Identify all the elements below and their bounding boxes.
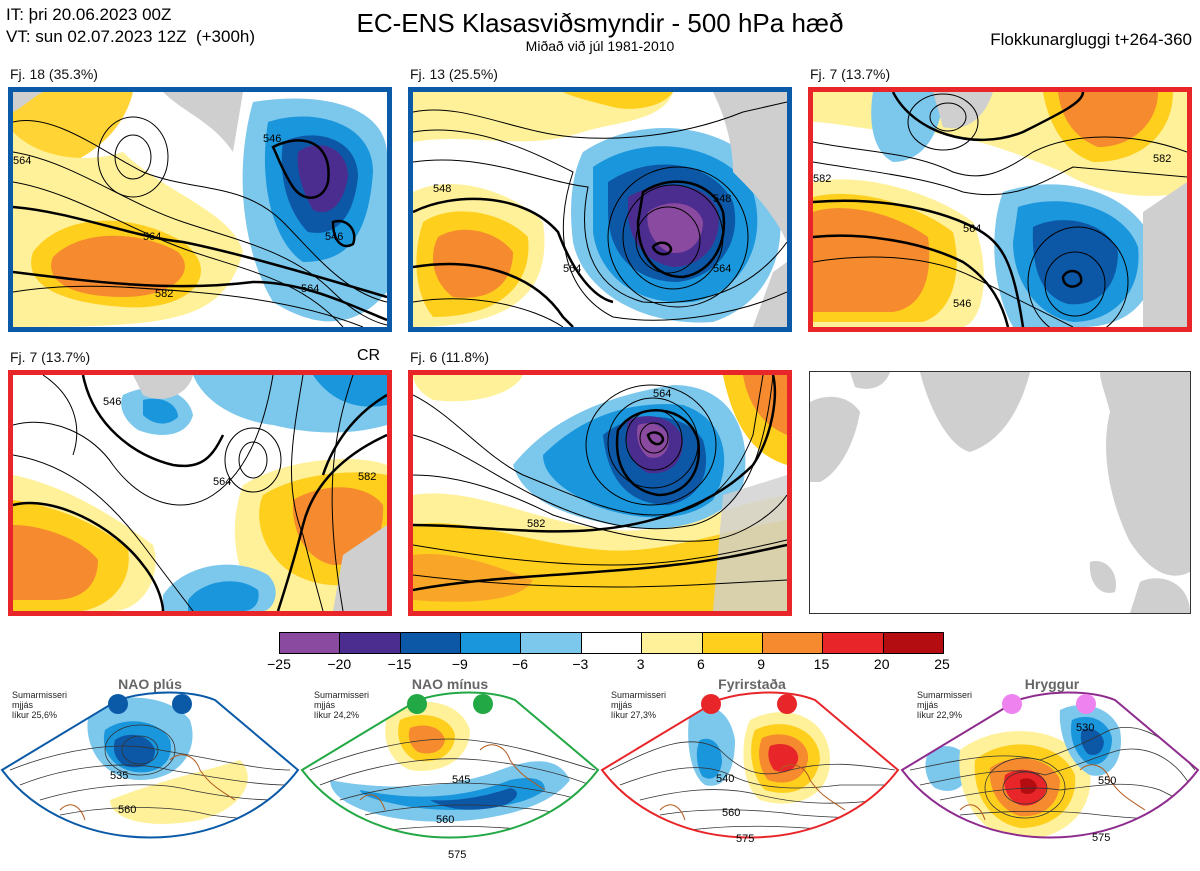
regime-title: NAO mínus bbox=[411, 676, 489, 692]
cluster-panel-3: 582 564 546 582 bbox=[808, 87, 1192, 332]
regime-contour-label: 550 bbox=[1098, 775, 1116, 787]
colorbar-tick-label: −25 bbox=[267, 656, 291, 672]
contour-label: 582 bbox=[813, 173, 831, 185]
contour-label: 582 bbox=[358, 471, 376, 483]
contour-label: 546 bbox=[953, 298, 971, 310]
contour-label: 564 bbox=[653, 388, 671, 400]
colorbar-tick-label: −6 bbox=[512, 656, 529, 672]
colorbar-tick-label: 15 bbox=[813, 656, 830, 672]
regime-contour-label: 540 bbox=[716, 773, 734, 785]
contour-label: 582 bbox=[527, 518, 545, 530]
colorbar-tick-label: −3 bbox=[572, 656, 589, 672]
colorbar-swatch bbox=[641, 633, 702, 653]
colorbar-tick-label: 9 bbox=[757, 656, 766, 672]
colorbar-swatch bbox=[520, 633, 581, 653]
colorbar-tick-label: −20 bbox=[327, 656, 352, 672]
colorbar-tick-label: −15 bbox=[387, 656, 412, 672]
contour-label: 564 bbox=[13, 155, 31, 167]
colorbar-swatch bbox=[822, 633, 883, 653]
cluster-map-5: 564 582 bbox=[413, 375, 787, 611]
regime-title: Fyrirstaða bbox=[718, 676, 786, 692]
contour-label: 582 bbox=[1153, 153, 1171, 165]
colorbar-tick-label: 20 bbox=[873, 656, 890, 672]
contour-label: 564 bbox=[213, 476, 231, 488]
panel-label: Fj. 13 (25.5%) bbox=[410, 66, 498, 82]
contour-label: 582 bbox=[155, 288, 173, 300]
colorbar-swatch bbox=[399, 633, 461, 653]
regime-title: NAO plús bbox=[118, 676, 182, 692]
colorbar-tick-label: 6 bbox=[697, 656, 705, 672]
colorbar-swatch bbox=[339, 633, 400, 653]
colorbar-tick-label: 25 bbox=[934, 656, 950, 672]
regime-info: Sumarmisseri mjjás líkur 24,2% bbox=[314, 690, 370, 720]
cluster-map-1: 564 546 546 564 582 564 bbox=[13, 92, 387, 327]
cluster-map-3: 582 564 546 582 bbox=[813, 92, 1187, 327]
regime-contour-label: 560 bbox=[118, 804, 136, 816]
panel-cr-tag: CR bbox=[357, 347, 381, 364]
cluster-panel-5: 564 582 bbox=[408, 370, 792, 616]
panel-label: Fj. 6 (11.8%) bbox=[410, 349, 490, 365]
contour-label: 548 bbox=[433, 183, 451, 195]
regime-info: Sumarmisseri mjjás líkur 22,9% bbox=[917, 690, 973, 720]
colorbar-tick-label: 3 bbox=[636, 656, 645, 672]
regime-title: Hryggur bbox=[1024, 676, 1080, 692]
colorbar-swatch bbox=[761, 633, 823, 653]
contour-label: 546 bbox=[263, 133, 281, 145]
regime-contour-label: 535 bbox=[110, 770, 128, 782]
cluster-map-2: 548 564 564 548 bbox=[413, 92, 787, 327]
regime-contour-label: 575 bbox=[448, 849, 466, 861]
contour-label: 564 bbox=[301, 283, 319, 295]
basemap bbox=[810, 372, 1190, 613]
regime-contour-label: 575 bbox=[736, 833, 754, 845]
colorbar-swatch bbox=[882, 633, 943, 653]
regime-contour-label: 545 bbox=[452, 774, 470, 786]
contour-label: 564 bbox=[563, 263, 581, 275]
init-time: IT: þri 20.06.2023 00Z bbox=[6, 5, 172, 24]
regime-maps: 535 560 545 560 575 540 560 575 530 550 … bbox=[0, 691, 1200, 861]
contour-label: 546 bbox=[325, 231, 343, 243]
classification-window: Flokkunargluggi t+264-360 bbox=[990, 30, 1192, 49]
panel-label: Fj. 18 (35.3%) bbox=[10, 66, 98, 82]
cluster-panel-2: 548 564 564 548 bbox=[408, 87, 792, 332]
contour-label: 564 bbox=[713, 263, 731, 275]
contour-label: 546 bbox=[103, 396, 121, 408]
regime-map-nao-plus bbox=[0, 691, 300, 839]
valid-time: VT: sun 02.07.2023 12Z (+300h) bbox=[6, 27, 256, 46]
panel-label: Fj. 7 (13.7%) bbox=[810, 66, 891, 82]
cluster-panel-4: 546 564 582 bbox=[8, 370, 392, 616]
panel-label: Fj. 7 (13.7%) bbox=[10, 349, 91, 365]
contour-label: 548 bbox=[713, 193, 731, 205]
colorbar-tick-label: −9 bbox=[451, 656, 468, 672]
colorbar bbox=[279, 632, 944, 654]
regime-contour-label: 530 bbox=[1076, 722, 1094, 734]
regime-contour-label: 560 bbox=[436, 814, 454, 826]
regime-map-nao-minus bbox=[300, 691, 600, 839]
colorbar-swatch bbox=[280, 633, 340, 653]
regime-contour-label: 575 bbox=[1092, 832, 1110, 844]
regime-map-hryggur bbox=[900, 691, 1200, 839]
colorbar-swatch bbox=[701, 633, 762, 653]
regime-contour-label: 560 bbox=[722, 807, 740, 819]
regime-info: Sumarmisseri mjjás líkur 27,3% bbox=[611, 690, 667, 720]
regime-info: Sumarmisseri mjjás líkur 25,6% bbox=[12, 690, 68, 720]
page-subtitle: Miðað við júl 1981-2010 bbox=[525, 38, 675, 54]
cluster-map-4: 546 564 582 bbox=[13, 375, 387, 611]
colorbar-swatch bbox=[460, 633, 521, 653]
page-title: EC-ENS Klasasviðsmyndir - 500 hPa hæð bbox=[356, 8, 844, 38]
colorbar-ticks: −25 −20 −15 −9 −6 −3 3 6 9 15 20 25 bbox=[267, 656, 950, 676]
cluster-panel-1: 564 546 546 564 582 564 bbox=[8, 87, 392, 332]
contour-label: 564 bbox=[143, 231, 161, 243]
colorbar-swatch bbox=[580, 633, 642, 653]
colorbar-swatches bbox=[280, 633, 943, 653]
contour-label: 564 bbox=[963, 223, 981, 235]
empty-panel bbox=[809, 371, 1191, 614]
